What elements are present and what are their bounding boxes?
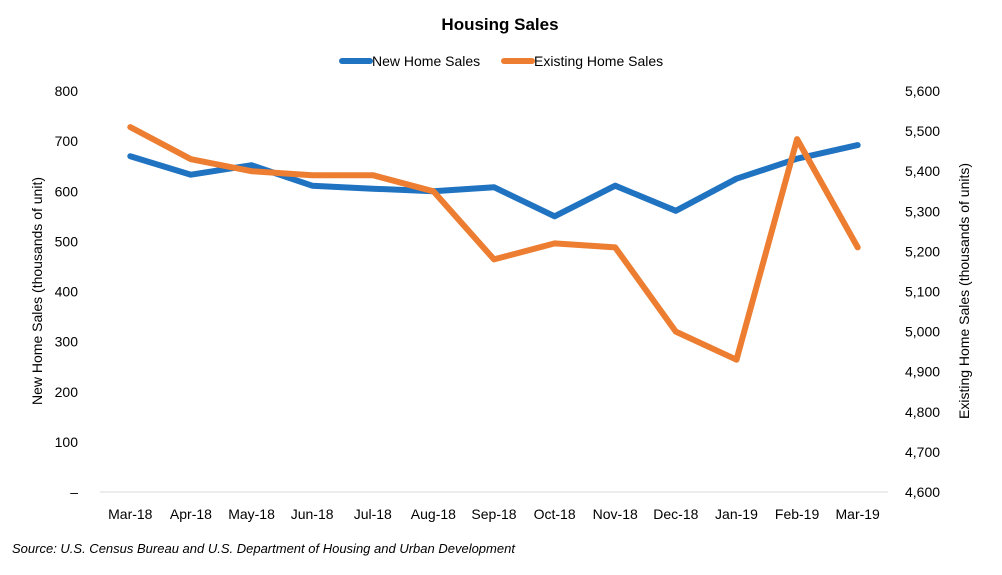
x-tick-label: Apr-18 (170, 506, 212, 522)
x-tick-label: Dec-18 (653, 506, 698, 522)
legend-label-new-home-sales: New Home Sales (372, 53, 480, 69)
series-line-new-home-sales (127, 142, 861, 220)
x-tick-label: Jan-19 (715, 506, 758, 522)
series-line-existing-home-sales (127, 124, 861, 363)
y-tick-label: – (70, 484, 78, 500)
y-tick-label: 700 (55, 133, 79, 149)
x-tick-label: Mar-18 (108, 506, 153, 522)
legend: New Home Sales Existing Home Sales (339, 53, 663, 69)
x-tick-label: Oct-18 (534, 506, 576, 522)
y-tick-label: 400 (55, 284, 79, 300)
y2-tick-label: 5,100 (905, 284, 940, 300)
y-axis-title: New Home Sales (thousands of unit) (29, 177, 45, 405)
series-layer (127, 124, 861, 363)
y2-tick-label: 5,500 (905, 123, 940, 139)
x-tick-label: Jun-18 (291, 506, 334, 522)
chart-title: Housing Sales (441, 15, 558, 34)
x-tick-label: Mar-19 (836, 506, 881, 522)
x-tick-label: Feb-19 (775, 506, 820, 522)
y-tick-label: 500 (55, 233, 79, 249)
y-axis-left: – 100 200 300 400 500 600 700 800 (55, 83, 79, 500)
y2-tick-label: 4,700 (905, 444, 940, 460)
y2-tick-label: 5,200 (905, 243, 940, 259)
x-tick-label: May-18 (228, 506, 275, 522)
y-tick-label: 300 (55, 334, 79, 350)
y2-axis-title: Existing Home Sales (thousands of units) (956, 163, 972, 419)
y2-tick-label: 5,300 (905, 203, 940, 219)
y2-tick-label: 4,900 (905, 364, 940, 380)
y2-tick-label: 5,400 (905, 163, 940, 179)
source-note: Source: U.S. Census Bureau and U.S. Depa… (12, 541, 515, 556)
x-tick-label: Nov-18 (593, 506, 638, 522)
y-tick-label: 100 (55, 434, 79, 450)
y-tick-label: 600 (55, 183, 79, 199)
legend-label-existing-home-sales: Existing Home Sales (534, 53, 663, 69)
x-tick-label: Aug-18 (411, 506, 456, 522)
y-tick-label: 800 (55, 83, 79, 99)
y2-tick-label: 4,600 (905, 484, 940, 500)
y2-tick-label: 5,000 (905, 324, 940, 340)
x-tick-label: Sep-18 (471, 506, 516, 522)
y2-tick-label: 4,800 (905, 404, 940, 420)
x-tick-label: Jul-18 (354, 506, 392, 522)
y-tick-label: 200 (55, 384, 79, 400)
y-axis-right: 4,600 4,700 4,800 4,900 5,000 5,100 5,200 5,300… (905, 83, 940, 500)
y2-tick-label: 5,600 (905, 83, 940, 99)
x-axis: Mar-18 Apr-18 May-18 Jun-18 Jul-18 Aug-18 Sep-… (108, 506, 880, 522)
